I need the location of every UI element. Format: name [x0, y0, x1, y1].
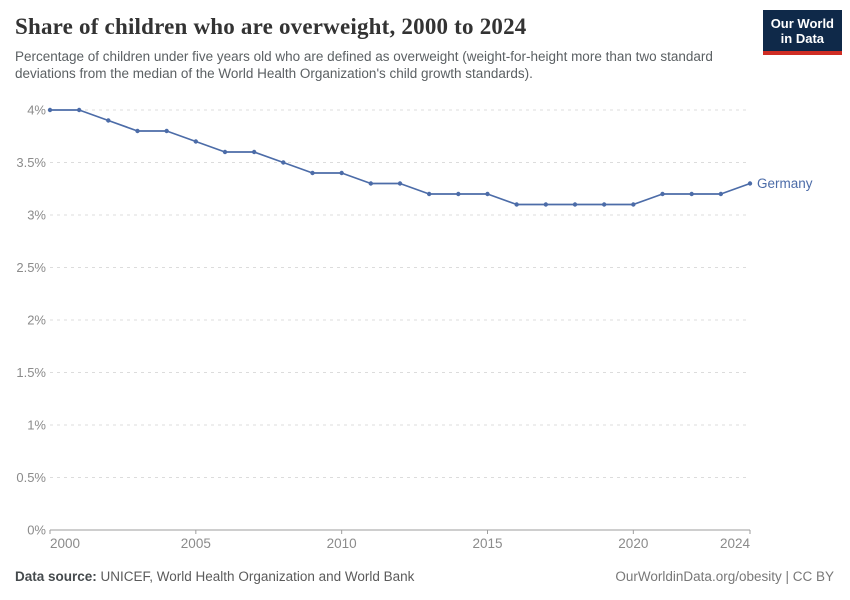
- chart-footer: Data source: UNICEF, World Health Organi…: [15, 569, 834, 584]
- owid-logo-line2: in Data: [780, 31, 825, 46]
- y-tick-label: 1.5%: [16, 365, 46, 380]
- data-point: [543, 202, 549, 207]
- y-tick-label: 3.5%: [16, 155, 46, 170]
- y-tick-label: 3%: [27, 208, 46, 223]
- data-point: [251, 149, 257, 155]
- data-point: [572, 202, 578, 207]
- data-point: [106, 118, 111, 123]
- data-point: [718, 191, 724, 197]
- data-source-label: Data source:: [15, 569, 97, 584]
- data-point: [747, 181, 753, 186]
- data-point: [456, 191, 461, 197]
- y-tick-label: 2.5%: [16, 260, 46, 275]
- chart-subtitle: Percentage of children under five years …: [15, 49, 713, 81]
- x-tick-label: 2015: [472, 536, 502, 551]
- data-point: [47, 107, 53, 113]
- data-point: [660, 191, 665, 197]
- data-point: [689, 191, 694, 197]
- chart-title: Share of children who are overweight, 20…: [15, 14, 527, 39]
- data-point: [222, 149, 228, 155]
- data-point: [135, 128, 140, 134]
- y-tick-label: 0%: [27, 523, 46, 538]
- y-tick-label: 0.5%: [16, 470, 46, 485]
- data-point: [310, 170, 315, 176]
- data-line: [49, 109, 751, 206]
- entity-label: Germany: [757, 176, 813, 191]
- y-tick-label: 2%: [27, 313, 46, 328]
- data-point: [514, 202, 519, 207]
- data-point: [631, 202, 636, 207]
- data-point: [397, 181, 403, 186]
- data-source-value: UNICEF, World Health Organization and Wo…: [96, 569, 415, 584]
- x-tick-label: 2000: [50, 536, 80, 551]
- owid-url-link[interactable]: OurWorldinData.org/obesity | CC BY: [615, 569, 834, 584]
- x-tick-label: 2005: [181, 536, 211, 551]
- data-point: [601, 202, 607, 207]
- x-tick-label: 2010: [327, 536, 357, 551]
- x-tick-label: 2024: [720, 536, 751, 551]
- data-point: [485, 191, 490, 197]
- owid-logo-line1: Our World: [770, 16, 834, 31]
- x-tick-label: 2020: [618, 536, 648, 551]
- data-point: [368, 181, 374, 186]
- data-point: [281, 160, 286, 165]
- y-tick-label: 1%: [27, 418, 46, 433]
- data-point: [426, 191, 432, 197]
- data-point: [164, 128, 169, 134]
- chart-header: Share of children who are overweight, 20…: [15, 14, 760, 82]
- owid-logo: Our World in Data: [762, 10, 842, 55]
- line-chart: 0% 0.5% 1% 1.5% 2% 2.5% 3% 3.5% 4% 2000 2005 2010 20…: [16, 103, 813, 552]
- data-source: Data source: UNICEF, World Health Organi…: [15, 569, 414, 584]
- y-tick-label: 4%: [27, 103, 46, 118]
- data-point: [339, 170, 344, 176]
- data-point: [76, 107, 82, 113]
- data-point: [193, 139, 199, 144]
